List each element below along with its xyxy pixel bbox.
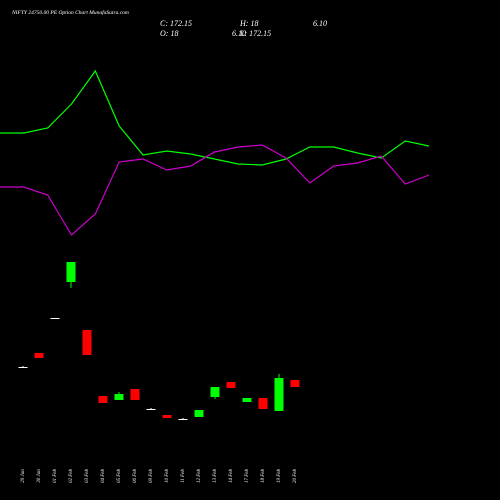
candle-body [274,378,284,411]
candle-body [34,353,44,358]
candle-body [18,367,28,368]
x-tick-label: 06 Feb [133,468,138,483]
x-tick-label: 20 Feb [293,468,298,483]
header-stat: C: 172.15 [160,19,192,28]
x-tick-label: 03 Feb [85,468,90,483]
header-stat: L: 172.15 [239,29,271,38]
x-tick-label: 19 Feb [277,468,282,483]
x-tick-label: 14 Feb [229,468,234,483]
candle-body [50,318,60,319]
x-tick-label: 04 Feb [101,468,106,483]
candle-body [146,409,156,410]
x-tick-label: 10 Feb [165,468,170,483]
candle-body [178,419,188,420]
line-series [0,69,430,166]
x-tick-label: 17 Feb [245,468,250,483]
candle-body [210,387,220,397]
candle-body [114,394,124,400]
candle-body [258,398,268,409]
candle-body [162,415,172,418]
header-stat: 6.10 [232,29,246,38]
candle-body [82,330,92,355]
line-series [0,144,430,236]
x-tick-label: 05 Feb [117,468,122,483]
candle-body [290,380,300,387]
header-stat: 6.10 [313,19,327,28]
candle-body [66,262,76,282]
x-tick-label: 30 Jan [37,469,42,483]
candle-body [98,396,108,403]
x-tick-label: 09 Feb [149,468,154,483]
candle-body [194,410,204,417]
x-tick-label: 01 Feb [53,468,58,483]
chart-title: NIFTY 24750.00 PE Option Chart MunafaSut… [11,9,129,16]
x-tick-label: 12 Feb [197,468,202,483]
candle-body [130,389,140,400]
candle-body [242,398,252,402]
candle-body [226,382,236,388]
x-tick-label: 29 Jan [21,469,26,483]
header-stat: H: 18 [239,19,258,28]
x-tick-label: 13 Feb [213,468,218,483]
header-stat: O: 18 [160,29,178,38]
x-tick-label: 02 Feb [69,468,74,483]
x-tick-label: 11 Feb [181,469,186,483]
x-tick-label: 18 Feb [261,468,266,483]
